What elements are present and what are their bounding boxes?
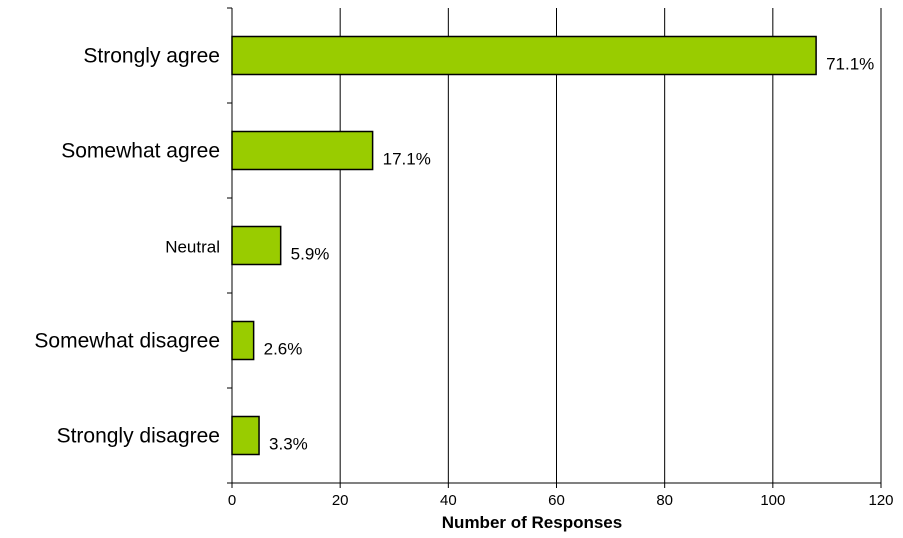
gridlines: [339, 8, 882, 483]
bar: [231, 225, 282, 266]
bar: [231, 130, 374, 171]
data-label: 5.9%: [291, 245, 330, 264]
x-tick-label: 80: [656, 492, 673, 509]
category-label: Neutral: [165, 238, 220, 257]
x-tick-label: 40: [440, 492, 457, 509]
x-tick-label: 60: [548, 492, 565, 509]
category-label: Strongly disagree: [57, 425, 220, 448]
bar: [231, 320, 255, 361]
category-label: Somewhat disagree: [34, 330, 220, 353]
bar: [231, 35, 817, 76]
data-label: 71.1%: [826, 55, 874, 74]
axes: [227, 7, 882, 488]
x-tick-label: 20: [332, 492, 349, 509]
x-tick-label: 0: [228, 492, 236, 509]
bar: [231, 415, 260, 456]
category-label: Somewhat agree: [61, 140, 220, 163]
labels: 0 20 40 60 80 100 120 Strongly agree 71.1% Somewh…: [34, 45, 893, 510]
bars: [231, 35, 817, 456]
data-label: 17.1%: [383, 150, 431, 169]
data-label: 2.6%: [264, 340, 303, 359]
x-tick-label: 100: [760, 492, 785, 509]
category-label: Strongly agree: [83, 45, 220, 68]
data-label: 3.3%: [269, 435, 308, 454]
x-tick-label: 120: [868, 492, 893, 509]
x-axis-title: Number of Responses: [442, 513, 622, 532]
